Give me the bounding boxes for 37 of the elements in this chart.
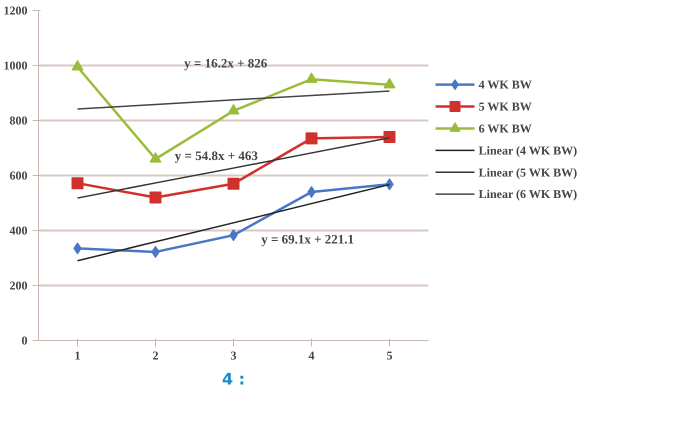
x-tick-label: 2	[152, 348, 158, 362]
point	[72, 177, 84, 190]
y-tick-label: 800	[10, 114, 28, 128]
x-tick-label: 5	[386, 348, 392, 362]
annotation: y = 54.8x + 463	[174, 148, 258, 164]
point	[307, 186, 316, 198]
annotation: y = 69.1x + 221.1	[261, 231, 354, 246]
x-tick-label: 3	[230, 348, 236, 362]
point	[306, 72, 318, 83]
annotation: y = 16.2x + 826	[184, 55, 268, 70]
legend-label: 6 WK BW	[478, 121, 532, 136]
legend-label: Linear (6 WK BW)	[478, 187, 578, 202]
y-tick-label: 200	[10, 278, 28, 292]
point	[73, 242, 82, 254]
point	[150, 192, 162, 204]
x-tick-label: 4	[308, 348, 314, 362]
line-series	[76, 90, 390, 110]
y-tick-label: 1200	[4, 4, 28, 18]
point	[72, 60, 84, 71]
point	[306, 132, 318, 144]
point	[151, 246, 160, 258]
legend-label: 4 WK BW	[478, 78, 532, 92]
legend-label: 5 WK BW	[478, 100, 532, 114]
point	[228, 104, 240, 115]
point	[228, 178, 240, 190]
y-tick-label: 600	[10, 168, 28, 182]
x-tick-label: 1	[74, 348, 80, 362]
point	[384, 131, 396, 143]
point	[384, 78, 396, 88]
legend-label: Linear (4 WK BW)	[478, 143, 578, 158]
y-tick-label: 1000	[4, 58, 28, 72]
y-tick-label: 400	[10, 224, 28, 238]
point	[150, 152, 162, 163]
point	[229, 229, 238, 242]
legend-label: Linear (5 WK BW)	[478, 165, 578, 180]
y-tick-label: 0	[22, 334, 28, 348]
text: 4 :	[222, 370, 246, 388]
